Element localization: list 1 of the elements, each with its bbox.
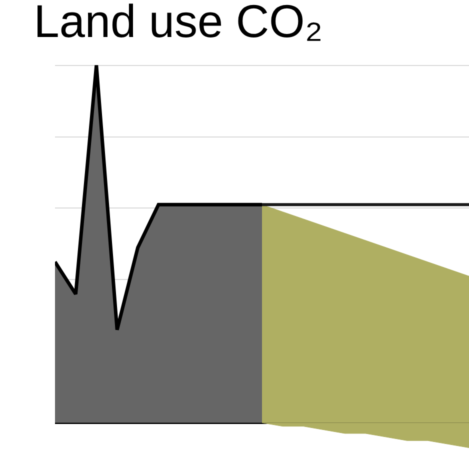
chart-title: Land use CO₂ — [34, 0, 323, 47]
